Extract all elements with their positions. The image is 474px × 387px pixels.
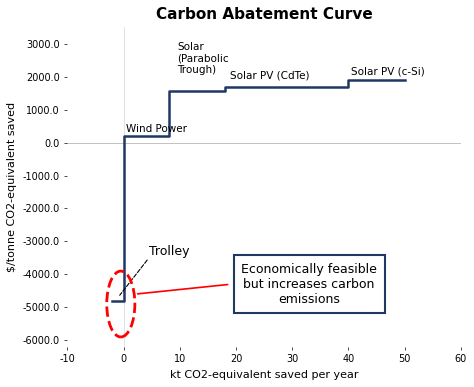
- Y-axis label: $/tonne CO2-equivalent saved: $/tonne CO2-equivalent saved: [7, 102, 17, 272]
- Text: Wind Power: Wind Power: [127, 124, 187, 134]
- Text: Trolley: Trolley: [149, 245, 190, 258]
- X-axis label: kt CO2-equivalent saved per year: kt CO2-equivalent saved per year: [170, 370, 358, 380]
- Text: Economically feasible
but increases carbon
emissions: Economically feasible but increases carb…: [241, 263, 377, 306]
- Title: Carbon Abatement Curve: Carbon Abatement Curve: [156, 7, 373, 22]
- Text: Solar PV (c-Si): Solar PV (c-Si): [351, 66, 425, 76]
- Text: Solar PV (CdTe): Solar PV (CdTe): [230, 70, 310, 80]
- Text: Solar
(Parabolic
Trough): Solar (Parabolic Trough): [177, 42, 228, 75]
